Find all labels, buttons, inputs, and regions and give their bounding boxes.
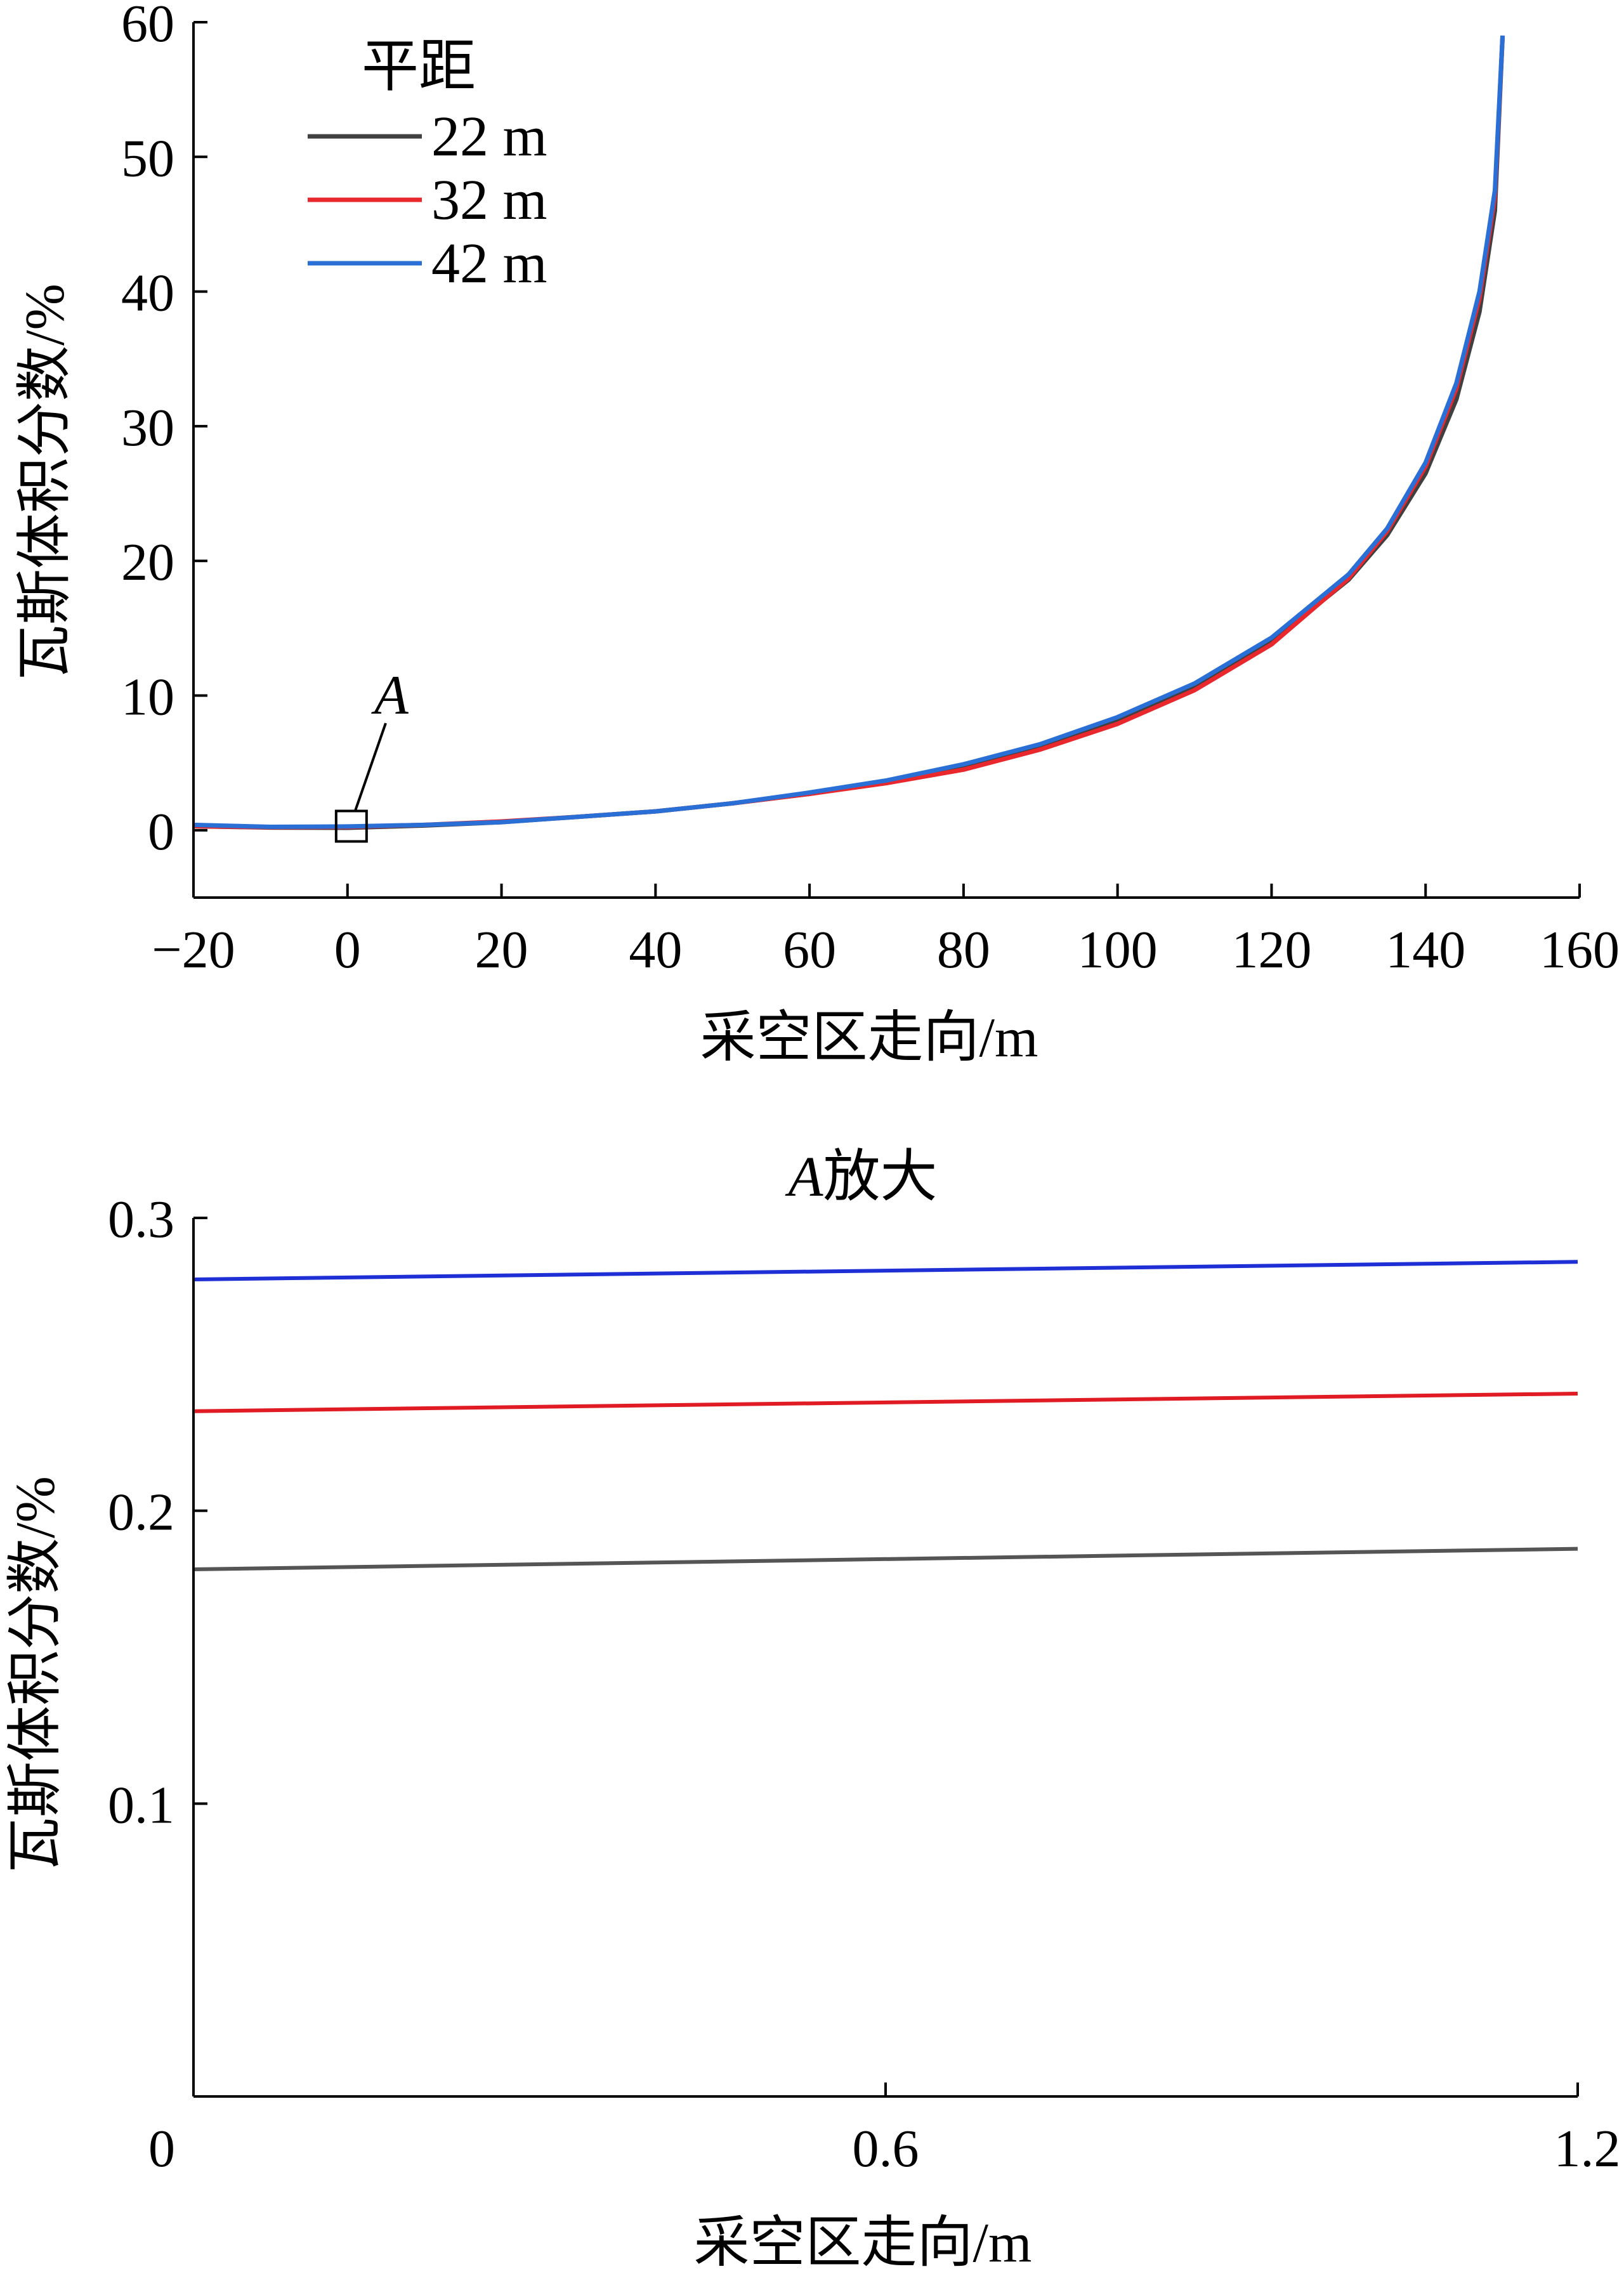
bottom-axes: 0 0.6 1.2 0.1 0.2 0.3 — [108, 1190, 1621, 2178]
top-y-tick-label: 0 — [148, 802, 174, 861]
top-chart: −20 0 20 40 60 80 100 120 140 160 0 10 20 30 40 50 60 采空… — [15, 0, 1620, 1069]
top-axes: −20 0 20 40 60 80 100 120 140 160 0 10 20 30 40 50 60 — [121, 0, 1620, 979]
bottom-y-tick-label: 0.1 — [108, 1775, 174, 1834]
bottom-title-rest: 放大 — [823, 1146, 937, 1208]
top-x-tick-label: −20 — [152, 920, 235, 979]
bottom-y-tick-label: 0.2 — [108, 1483, 174, 1542]
top-y-tick-label: 50 — [121, 129, 174, 188]
top-series-group — [193, 36, 1505, 830]
top-x-tick-label: 0 — [334, 920, 361, 979]
top-x-tick-label: 140 — [1385, 920, 1465, 979]
bottom-series-line-2 — [193, 1392, 1578, 1413]
legend-title: 平距 — [362, 36, 476, 98]
legend-label-2: 32 m — [431, 169, 547, 232]
top-x-tick-label: 100 — [1078, 920, 1158, 979]
bottom-x-axis-label: 采空区走向/m — [694, 2213, 1032, 2269]
top-x-tick-label: 160 — [1540, 920, 1620, 979]
bottom-y-axis-label: 瓦斯体积分数/% — [5, 1476, 67, 1873]
top-x-tick-label: 80 — [937, 920, 990, 979]
annotation-a: A — [334, 665, 409, 843]
top-y-axis-label: 瓦斯体积分数/% — [15, 284, 76, 681]
legend-label-1: 22 m — [431, 105, 547, 168]
top-x-tick-label: 40 — [629, 920, 682, 979]
top-y-tick-label: 20 — [121, 533, 174, 592]
top-legend: 平距 22 m32 m42 m — [308, 36, 547, 295]
bottom-x-tick-label: 0.6 — [853, 2119, 919, 2178]
annotation-a-label: A — [371, 665, 409, 726]
top-y-tick-label: 30 — [121, 398, 174, 457]
annotation-a-box — [334, 809, 368, 843]
top-y-tick-label: 40 — [121, 264, 174, 323]
bottom-x-tick-label: 1.2 — [1554, 2119, 1621, 2178]
bottom-x-tick-label: 0 — [148, 2119, 175, 2178]
bottom-chart-title: A放大 — [785, 1146, 938, 1208]
bottom-title-italic: A — [785, 1146, 824, 1208]
top-x-tick-label: 120 — [1231, 920, 1311, 979]
bottom-series-line-3 — [193, 1546, 1578, 1571]
top-y-tick-label: 10 — [121, 668, 174, 727]
annotation-a-leader — [353, 723, 387, 812]
top-series-line-3 — [193, 36, 1505, 830]
top-x-axis-label: 采空区走向/m — [700, 1007, 1038, 1069]
bottom-series-line-1 — [193, 1260, 1578, 1281]
top-x-tick-label: 60 — [783, 920, 836, 979]
bottom-series-group — [193, 1260, 1578, 1571]
bottom-y-tick-label: 0.3 — [108, 1190, 174, 1249]
legend-label-3: 42 m — [431, 232, 547, 295]
top-y-tick-label: 60 — [121, 0, 174, 53]
top-x-tick-label: 20 — [475, 920, 528, 979]
bottom-chart: 0 0.6 1.2 0.1 0.2 0.3 A放大 采空区走向/m 瓦斯体积分数/% — [5, 1146, 1621, 2269]
